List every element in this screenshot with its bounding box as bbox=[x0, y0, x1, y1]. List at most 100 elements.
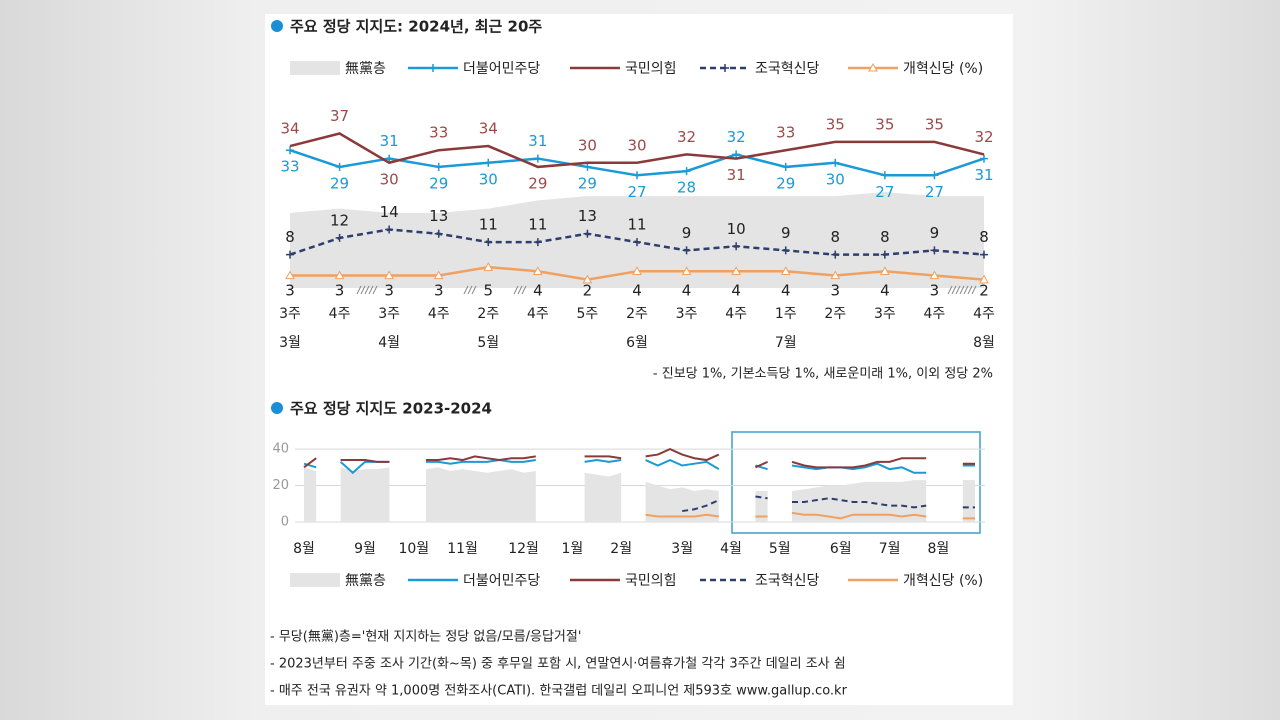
data-label: 13 bbox=[429, 207, 448, 225]
marker bbox=[433, 270, 444, 280]
marker bbox=[880, 250, 889, 259]
break-mark bbox=[372, 285, 378, 295]
x-tick-label: 4주 bbox=[527, 306, 549, 322]
marker bbox=[681, 266, 692, 275]
marker bbox=[335, 233, 344, 242]
data-label: 27 bbox=[627, 183, 646, 201]
marker bbox=[533, 266, 543, 275]
data-label: 4 bbox=[533, 282, 543, 300]
x-tick-label: 3주 bbox=[279, 306, 301, 322]
break-mark bbox=[517, 285, 523, 295]
x-tick-label: 8월 bbox=[973, 335, 995, 351]
legend-swatch bbox=[290, 61, 340, 75]
marker bbox=[682, 246, 691, 255]
break-mark bbox=[967, 285, 973, 295]
data-label: 35 bbox=[826, 115, 845, 133]
x-tick-label: 8월 bbox=[928, 541, 950, 557]
marker bbox=[929, 270, 940, 280]
marker bbox=[286, 146, 294, 155]
x-tick-label: 7월 bbox=[879, 541, 901, 557]
data-label: 8 bbox=[979, 228, 989, 246]
marker bbox=[335, 162, 344, 171]
x-tick-label: 11월 bbox=[447, 541, 478, 557]
x-tick-label: 5월 bbox=[769, 541, 791, 557]
y-tick-label: 0 bbox=[281, 515, 289, 530]
marker bbox=[930, 171, 939, 180]
data-label: 8 bbox=[831, 228, 841, 246]
x-tick-label: 3주 bbox=[378, 306, 400, 322]
x-tick-label: 3월 bbox=[279, 335, 301, 351]
data-label: 27 bbox=[875, 183, 894, 201]
marker bbox=[285, 270, 295, 280]
data-label: 29 bbox=[528, 174, 547, 192]
data-label: 3 bbox=[434, 282, 444, 300]
data-label: 34 bbox=[280, 120, 299, 138]
x-tick-label: 2주 bbox=[824, 306, 846, 322]
data-label: 35 bbox=[875, 115, 894, 133]
data-label: 30 bbox=[479, 170, 498, 188]
data-label: 9 bbox=[930, 224, 940, 242]
data-label: 32 bbox=[727, 128, 746, 146]
marker bbox=[484, 158, 493, 167]
marker bbox=[583, 229, 592, 238]
x-tick-label: 8월 bbox=[293, 541, 315, 557]
data-label: 33 bbox=[429, 124, 448, 142]
marker bbox=[980, 154, 988, 163]
break-mark bbox=[463, 285, 469, 295]
data-label: 12 bbox=[330, 211, 349, 229]
x-tick-label: 5주 bbox=[577, 306, 599, 322]
x-tick-label: 2월 bbox=[610, 541, 632, 557]
marker bbox=[930, 246, 939, 255]
data-label: 3 bbox=[335, 282, 345, 300]
marker bbox=[484, 238, 493, 247]
marker bbox=[483, 262, 494, 271]
marker bbox=[880, 171, 889, 180]
break-mark bbox=[471, 285, 477, 295]
data-label: 29 bbox=[330, 174, 349, 192]
legend-label: 無黨층 bbox=[345, 61, 386, 77]
marker bbox=[385, 154, 394, 163]
x-tick-label: 7월 bbox=[775, 335, 797, 351]
x-tick-label: 2주 bbox=[477, 306, 499, 322]
legend-label: 조국혁신당 bbox=[755, 61, 820, 77]
line bbox=[289, 132, 985, 169]
marker bbox=[286, 250, 294, 259]
marker bbox=[582, 274, 593, 284]
line bbox=[645, 511, 975, 520]
marker bbox=[831, 158, 840, 167]
data-label: 3 bbox=[831, 282, 841, 300]
footnote: - 매주 전국 유권자 약 1,000명 전화조사(CATI). 한국갤럽 데일… bbox=[270, 684, 848, 699]
legend-swatch bbox=[290, 573, 340, 587]
break-mark bbox=[467, 285, 473, 295]
marker bbox=[731, 266, 741, 275]
break-mark bbox=[951, 285, 957, 295]
marker bbox=[434, 162, 443, 171]
data-label: 33 bbox=[776, 124, 795, 142]
data-label: 4 bbox=[682, 282, 692, 300]
legend-marker bbox=[868, 62, 878, 72]
footnote: - 무당(無黨)층='현재 지지하는 정당 없음/모름/응답거절' bbox=[270, 630, 581, 645]
data-label: 10 bbox=[727, 220, 746, 238]
legend-label: 더불어민주당 bbox=[463, 61, 540, 77]
data-label: 29 bbox=[578, 174, 597, 192]
marker bbox=[732, 150, 741, 159]
data-label: 35 bbox=[925, 115, 944, 133]
marker bbox=[880, 266, 890, 275]
panel bbox=[265, 14, 1013, 705]
data-label: 2 bbox=[979, 282, 989, 300]
break-mark bbox=[947, 285, 953, 295]
data-label: 9 bbox=[682, 224, 692, 242]
legend-label: 개혁신당 (%) bbox=[903, 573, 983, 589]
data-label: 13 bbox=[578, 207, 597, 225]
data-label: 30 bbox=[578, 136, 597, 154]
chart-title: 주요 정당 지지도: 2024년, 최근 20주 bbox=[290, 18, 542, 36]
break-mark bbox=[959, 285, 965, 295]
x-tick-label: 6월 bbox=[830, 541, 852, 557]
data-label: 4 bbox=[632, 282, 642, 300]
data-label: 3 bbox=[384, 282, 394, 300]
marker bbox=[830, 270, 841, 280]
x-tick-label: 6월 bbox=[626, 335, 648, 351]
legend-label: 더불어민주당 bbox=[463, 573, 540, 589]
data-label: 37 bbox=[330, 107, 349, 125]
